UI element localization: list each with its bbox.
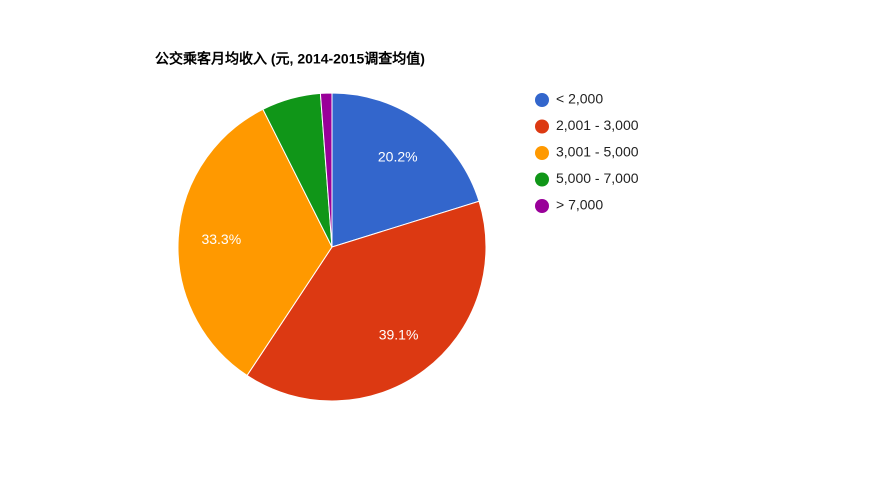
legend-swatch [535,199,549,213]
pie-slice [246,200,487,402]
legend-swatch [535,119,549,134]
pie-slice [177,108,333,377]
slice-label: 20.2% [378,148,418,164]
legend-label: 3,001 - 5,000 [556,144,639,160]
legend-swatch [535,172,549,187]
legend-label: < 2,000 [556,91,603,107]
pie-slice [319,92,333,248]
legend-label: 5,000 - 7,000 [556,170,639,186]
pie-slice [331,92,480,248]
legend-label: > 7,000 [556,197,603,213]
slice-label: 39.1% [379,326,419,342]
legend-label: 2,001 - 3,000 [556,117,639,133]
slice-label: 33.3% [201,231,241,247]
legend-swatch [535,93,549,107]
legend-swatch [535,146,549,160]
chart-title: 公交乘客月均收入 (元, 2014-2015调查均值) [155,51,425,67]
